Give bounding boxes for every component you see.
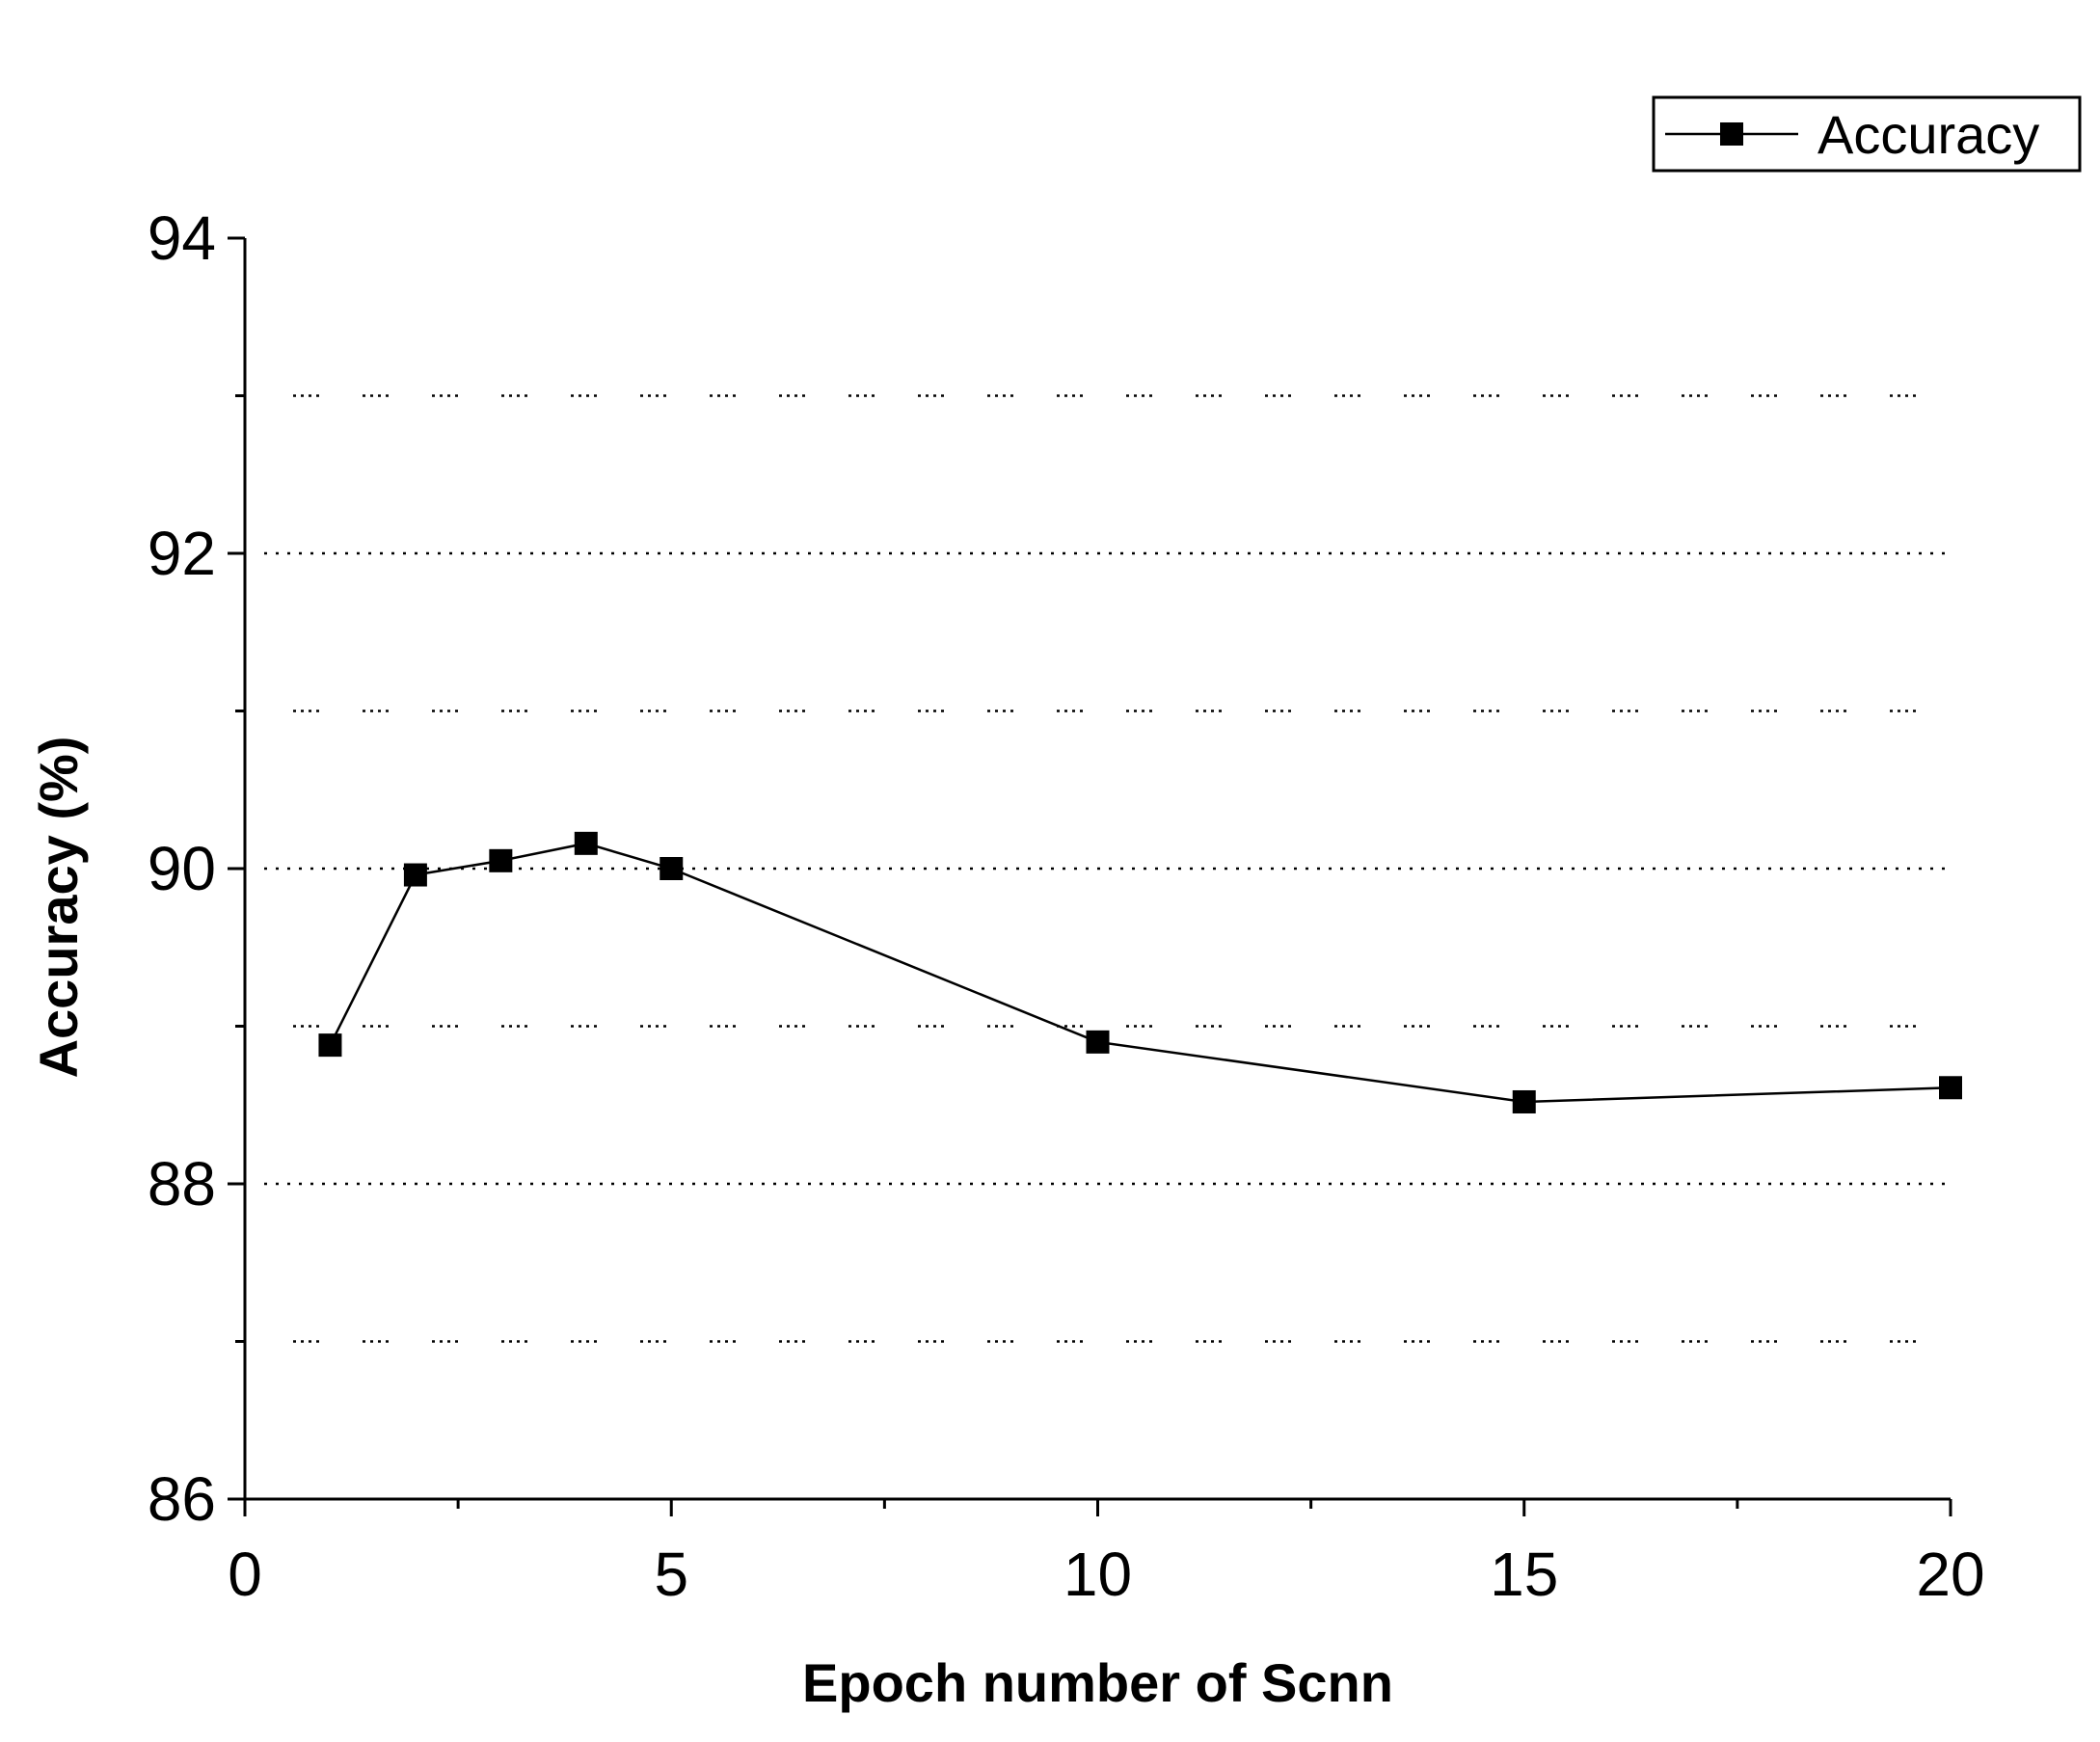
data-point-x15 (1512, 1089, 1536, 1113)
y-axis-title: Accuracy (%) (28, 737, 89, 1079)
data-point-x5 (660, 857, 684, 880)
series-accuracy (318, 831, 1962, 1113)
data-point-x2 (403, 863, 427, 887)
x-axis-title: Epoch number of Scnn (802, 1652, 1393, 1713)
y-tick-label-90: 90 (148, 834, 216, 903)
legend-marker-square (1720, 122, 1743, 146)
x-tick-label-0: 0 (228, 1540, 262, 1609)
series-line-0 (329, 842, 1952, 1104)
legend: Accuracy (1652, 95, 2082, 173)
data-point-x20 (1939, 1076, 1962, 1100)
x-tick-label-10: 10 (1063, 1540, 1132, 1609)
data-point-x4 (574, 831, 598, 855)
y-tick-label-86: 86 (148, 1464, 216, 1534)
data-point-x3 (489, 848, 513, 872)
data-point-x10 (1086, 1030, 1110, 1054)
x-tick-label-15: 15 (1490, 1540, 1558, 1609)
data-point-x1 (318, 1033, 342, 1058)
x-tick-label-20: 20 (1916, 1540, 1984, 1609)
legend-label: Accuracy (1817, 104, 2039, 165)
grid-lines (264, 394, 1951, 1343)
x-tick-label-5: 5 (654, 1540, 688, 1609)
y-tick-label-94: 94 (148, 203, 216, 273)
axis-ticks: 86 88 90 92 94 0 5 10 15 20 (148, 203, 1985, 1609)
y-tick-label-88: 88 (148, 1149, 216, 1219)
y-tick-label-92: 92 (148, 519, 216, 588)
